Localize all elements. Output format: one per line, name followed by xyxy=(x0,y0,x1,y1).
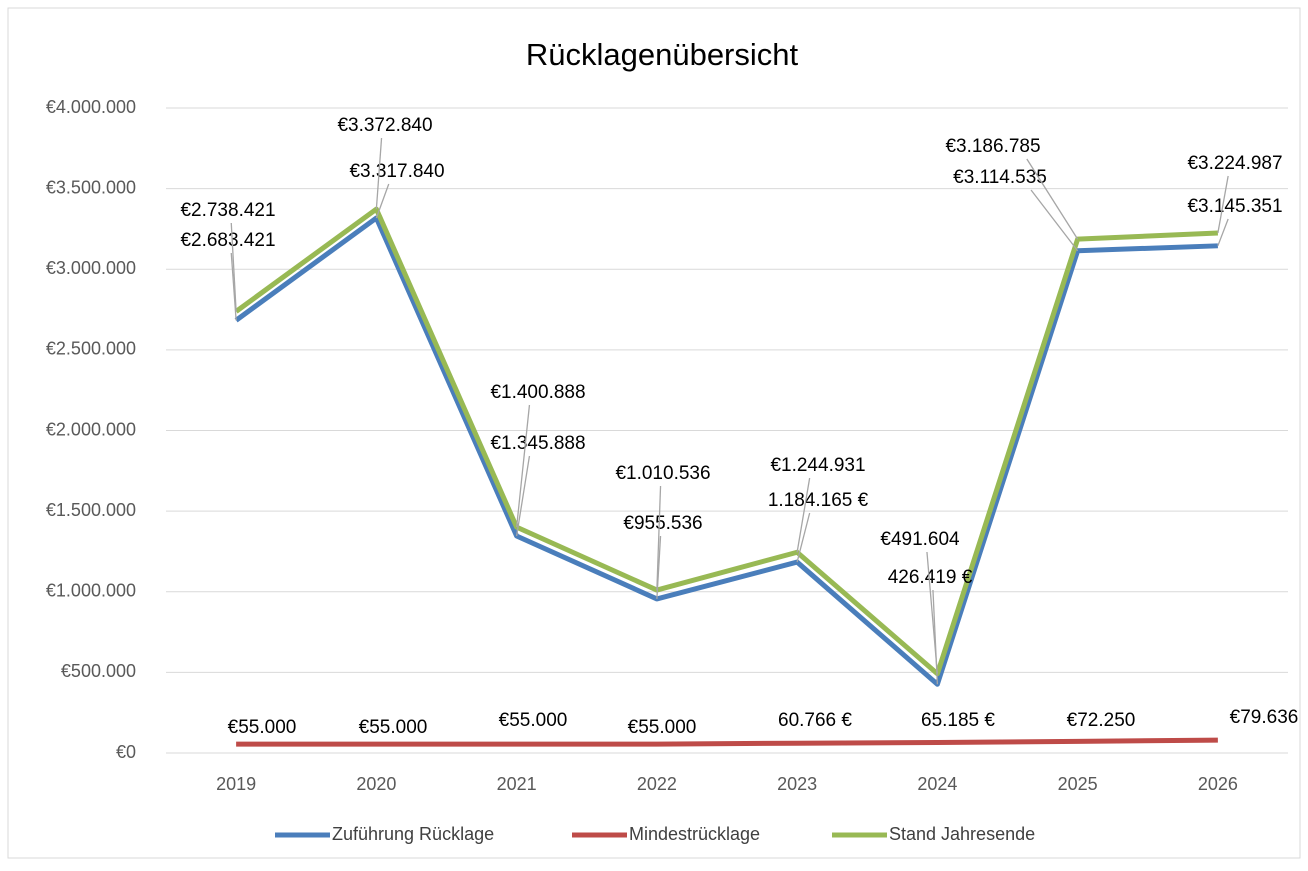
data-label: €1.010.536 xyxy=(615,463,710,484)
y-tick-label: €1.500.000 xyxy=(46,500,136,520)
data-label: €3.224.987 xyxy=(1187,153,1282,174)
leader-line xyxy=(796,477,811,553)
leader-line xyxy=(1030,189,1079,252)
x-tick-label: 2026 xyxy=(1198,774,1238,794)
leader-line xyxy=(656,485,662,591)
legend-label: Zuführung Rücklage xyxy=(332,824,494,844)
data-label: €3.372.840 xyxy=(337,115,432,136)
leader-line xyxy=(515,404,531,528)
data-label: €55.000 xyxy=(359,717,428,738)
legend-label: Stand Jahresende xyxy=(889,824,1035,844)
data-label: €1.400.888 xyxy=(490,382,585,403)
data-label: €55.000 xyxy=(628,717,697,738)
x-tick-label: 2020 xyxy=(356,774,396,794)
data-label: €2.683.421 xyxy=(180,230,275,251)
legend-label: Mindestrücklage xyxy=(629,824,760,844)
leader-line xyxy=(1026,158,1079,240)
leader-line xyxy=(926,551,939,674)
x-tick-label: 2024 xyxy=(917,774,957,794)
data-label: €3.186.785 xyxy=(945,136,1040,157)
leader-line xyxy=(1217,218,1229,247)
series-line xyxy=(234,206,1218,677)
chart-border xyxy=(7,7,1301,859)
leader-line xyxy=(796,512,811,563)
series-line xyxy=(234,215,1218,687)
x-tick-label: 2021 xyxy=(497,774,537,794)
x-tick-label: 2025 xyxy=(1058,774,1098,794)
data-label: €1.345.888 xyxy=(490,433,585,454)
y-tick-label: €0 xyxy=(116,742,136,762)
data-label: €72.250 xyxy=(1067,710,1136,731)
data-label: €1.244.931 xyxy=(770,455,865,476)
data-label: 1.184.165 € xyxy=(768,490,869,511)
x-tick-label: 2023 xyxy=(777,774,817,794)
data-label: €955.536 xyxy=(623,513,702,534)
data-label: €2.738.421 xyxy=(180,200,275,221)
data-label: 60.766 € xyxy=(778,710,852,731)
chart-title: Rücklagenübersicht xyxy=(526,37,799,72)
data-label: 426.419 € xyxy=(888,567,973,588)
x-tick-label: 2022 xyxy=(637,774,677,794)
data-label: €491.604 xyxy=(880,529,960,550)
y-tick-label: €4.000.000 xyxy=(46,97,136,117)
data-label: €3.317.840 xyxy=(349,161,444,182)
leader-line xyxy=(230,222,237,312)
x-tick-label: 2019 xyxy=(216,774,256,794)
data-label: €3.145.351 xyxy=(1187,196,1282,217)
y-tick-label: €3.000.000 xyxy=(46,258,136,278)
y-tick-label: €2.500.000 xyxy=(46,339,136,359)
data-label: €3.114.535 xyxy=(953,167,1047,188)
y-tick-label: €2.000.000 xyxy=(46,419,136,439)
data-label: €55.000 xyxy=(499,710,568,731)
leader-line xyxy=(230,252,237,321)
y-tick-label: €3.500.000 xyxy=(46,177,136,197)
series-line xyxy=(236,737,1218,747)
data-label: 65.185 € xyxy=(921,710,995,731)
leader-line xyxy=(375,137,383,210)
leader-line xyxy=(515,455,531,537)
data-label: €79.636 xyxy=(1230,707,1299,728)
leader-line xyxy=(1217,175,1229,234)
y-tick-label: €1.000.000 xyxy=(46,581,136,601)
leader-line xyxy=(375,183,390,219)
data-label: €55.000 xyxy=(228,717,297,738)
y-tick-label: €500.000 xyxy=(61,661,136,681)
